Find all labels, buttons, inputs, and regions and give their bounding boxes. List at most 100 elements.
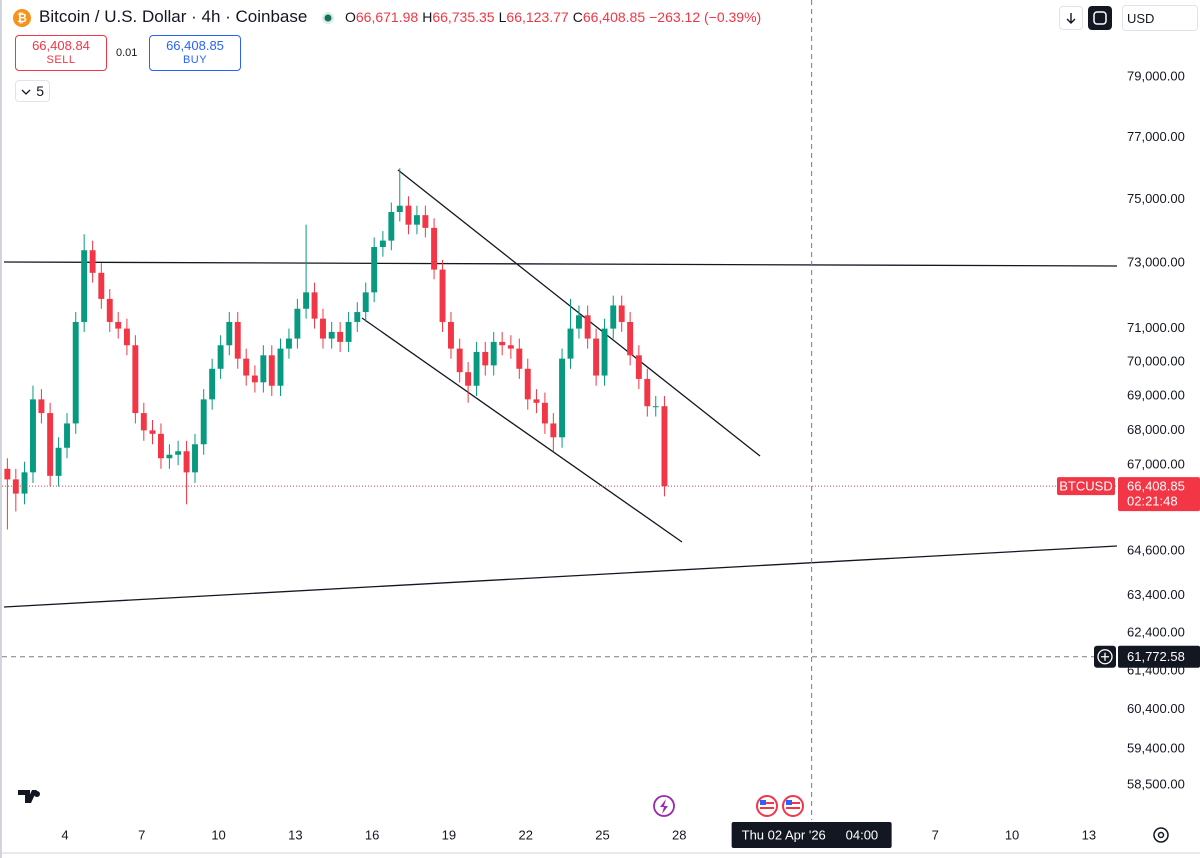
candle-body [456,348,463,373]
candle-body [277,348,284,386]
download-button[interactable] [1059,6,1083,30]
candle-body [243,358,250,376]
y-tick-label: 75,000.00 [1127,191,1185,206]
x-tick-label: 4 [61,827,68,842]
x-tick-label: 13 [1082,827,1096,842]
y-tick-label: 67,000.00 [1127,457,1185,472]
ohlc-key: L [498,9,507,25]
countdown-label: 02:21:48 [1127,494,1178,509]
tradingview-logo[interactable] [18,790,40,803]
ohlc-key: O [345,9,356,25]
y-tick-label: 77,000.00 [1127,129,1185,144]
candle-body [21,472,28,494]
candle-body [431,227,438,270]
candle-body [652,406,659,408]
candle-body [55,447,62,476]
candle-body [4,468,11,480]
ohlc-value: 66,408.85 [582,9,646,25]
y-tick-label: 58,500.00 [1127,777,1185,792]
candle-body [371,247,378,293]
candle-body [448,321,454,349]
candle-body [320,318,326,339]
candle-body [379,240,386,248]
crosshair-date-label: Thu 02 Apr '26 [742,827,826,842]
candle-body [251,375,258,383]
candle-body [89,250,96,273]
candle-body [362,292,369,313]
fullscreen-button[interactable] [1088,6,1112,30]
y-tick-label: 60,400.00 [1127,701,1185,716]
candle-body [413,215,420,225]
symbol-tag [1057,477,1115,496]
x-tick-label: 7 [138,827,145,842]
candle-body [115,321,122,329]
sell-label: SELL [46,54,76,66]
candle-body [260,355,267,383]
crosshair-time-label: 04:00 [846,827,879,842]
candle-body [507,345,514,349]
candle-body [234,321,241,359]
candle-body [81,250,88,322]
candle-body [200,399,207,445]
settings-icon[interactable] [1153,827,1169,843]
candle-body [396,205,403,212]
symbol-title[interactable]: Bitcoin / U.S. Dollar · 4h · Coinbase [39,7,308,26]
candle-body [627,321,634,356]
download-icon [1066,13,1076,24]
x-tick-label: 7 [932,827,939,842]
y-tick-label: 73,000.00 [1127,255,1185,270]
channel-lower[interactable] [361,317,683,543]
crosshair-price-tag [1118,645,1200,668]
candle-body [166,454,173,459]
sell-button[interactable]: 66,408.84 SELL [15,35,107,71]
candle-body [123,328,130,346]
trend-line[interactable] [3,545,1118,608]
x-tick-label: 10 [211,827,225,842]
candle-body [516,348,523,369]
market-status-dot[interactable] [321,11,335,25]
price-change: −263.12 (−0.39%) [649,9,762,25]
ohlc-value: 66,671.98 [355,9,419,25]
candle-body [567,328,574,359]
buy-button[interactable]: 66,408.85 BUY [149,35,241,71]
event-icon[interactable] [653,795,675,817]
trend-line[interactable] [3,261,1118,267]
candle-body [499,341,506,346]
y-tick-label: 68,000.00 [1127,422,1185,437]
candle-body [405,205,412,225]
indicator-count: 5 [36,83,44,99]
candle-body [30,399,36,473]
candle-body [328,331,335,339]
candle-body [601,328,608,376]
x-tick-label: 16 [365,827,379,842]
candle-body [618,305,625,322]
candle-body [192,444,198,473]
x-tick-label: 22 [518,827,532,842]
svg-text:₿: ₿ [17,11,27,25]
candle-body [226,321,233,346]
x-tick-label: 13 [288,827,302,842]
ohlc-value: 66,735.35 [432,9,495,25]
add-alert-button[interactable] [1094,645,1116,668]
indicators-toggle[interactable]: 5 [15,80,50,102]
candle-body [294,308,301,339]
candle-body [559,358,566,438]
y-tick-label: 71,000.00 [1127,320,1185,335]
y-tick-label: 70,000.00 [1127,353,1185,368]
candle-body [610,305,617,329]
candle-body [473,351,480,386]
candle-body [72,321,79,424]
x-tick-label: 28 [672,827,686,842]
event-flag-icon[interactable] [756,795,778,817]
y-tick-label: 79,000.00 [1127,68,1185,83]
sell-price: 66,408.84 [32,38,90,53]
candle-body [635,355,642,379]
x-tick-label: 25 [595,827,609,842]
event-flag-icon[interactable] [782,795,804,817]
last-price-label: 66,408.85 [1127,479,1185,494]
add-alert-icon [1097,649,1113,665]
bitcoin-icon: ₿ [13,9,31,27]
currency-selector[interactable]: USD [1122,5,1198,31]
